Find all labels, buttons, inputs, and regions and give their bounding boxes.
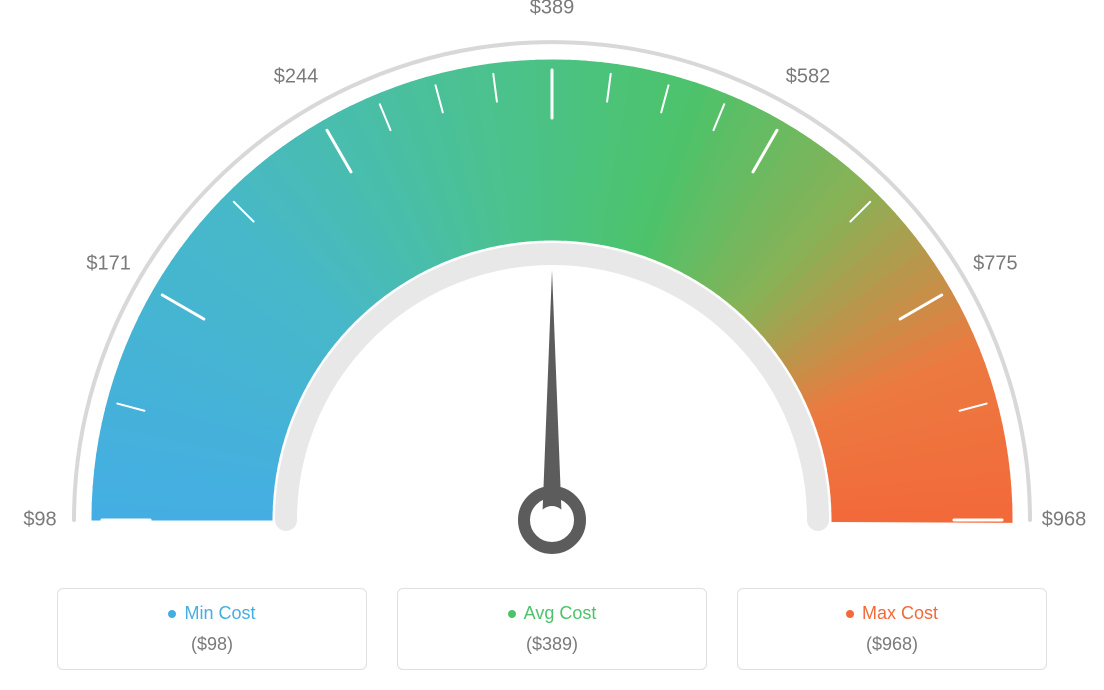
legend-avg-value: ($389) (418, 634, 686, 655)
legend-min-value: ($98) (78, 634, 346, 655)
legend-min-label: Min Cost (168, 603, 255, 624)
legend-min-cost: Min Cost ($98) (57, 588, 367, 670)
gauge-tick-label: $171 (86, 253, 131, 276)
gauge-tick-label: $775 (973, 253, 1018, 276)
gauge-tick-label: $98 (23, 509, 56, 532)
legend-avg-text: Avg Cost (524, 603, 597, 624)
cost-gauge-chart: $98 $171 $244 $389 $582 $775 $968 (0, 0, 1104, 560)
legend-dot-avg (508, 610, 516, 618)
gauge-svg (0, 0, 1104, 560)
legend-max-text: Max Cost (862, 603, 938, 624)
gauge-tick-label: $389 (530, 0, 575, 20)
gauge-tick-label: $582 (786, 65, 831, 88)
legend-max-cost: Max Cost ($968) (737, 588, 1047, 670)
legend-dot-min (168, 610, 176, 618)
legend-dot-max (846, 610, 854, 618)
legend-container: Min Cost ($98) Avg Cost ($389) Max Cost … (0, 588, 1104, 670)
legend-avg-label: Avg Cost (508, 603, 597, 624)
gauge-tick-label: $244 (274, 65, 319, 88)
legend-max-value: ($968) (758, 634, 1026, 655)
legend-min-text: Min Cost (184, 603, 255, 624)
gauge-tick-label: $968 (1042, 509, 1087, 532)
legend-avg-cost: Avg Cost ($389) (397, 588, 707, 670)
legend-max-label: Max Cost (846, 603, 938, 624)
